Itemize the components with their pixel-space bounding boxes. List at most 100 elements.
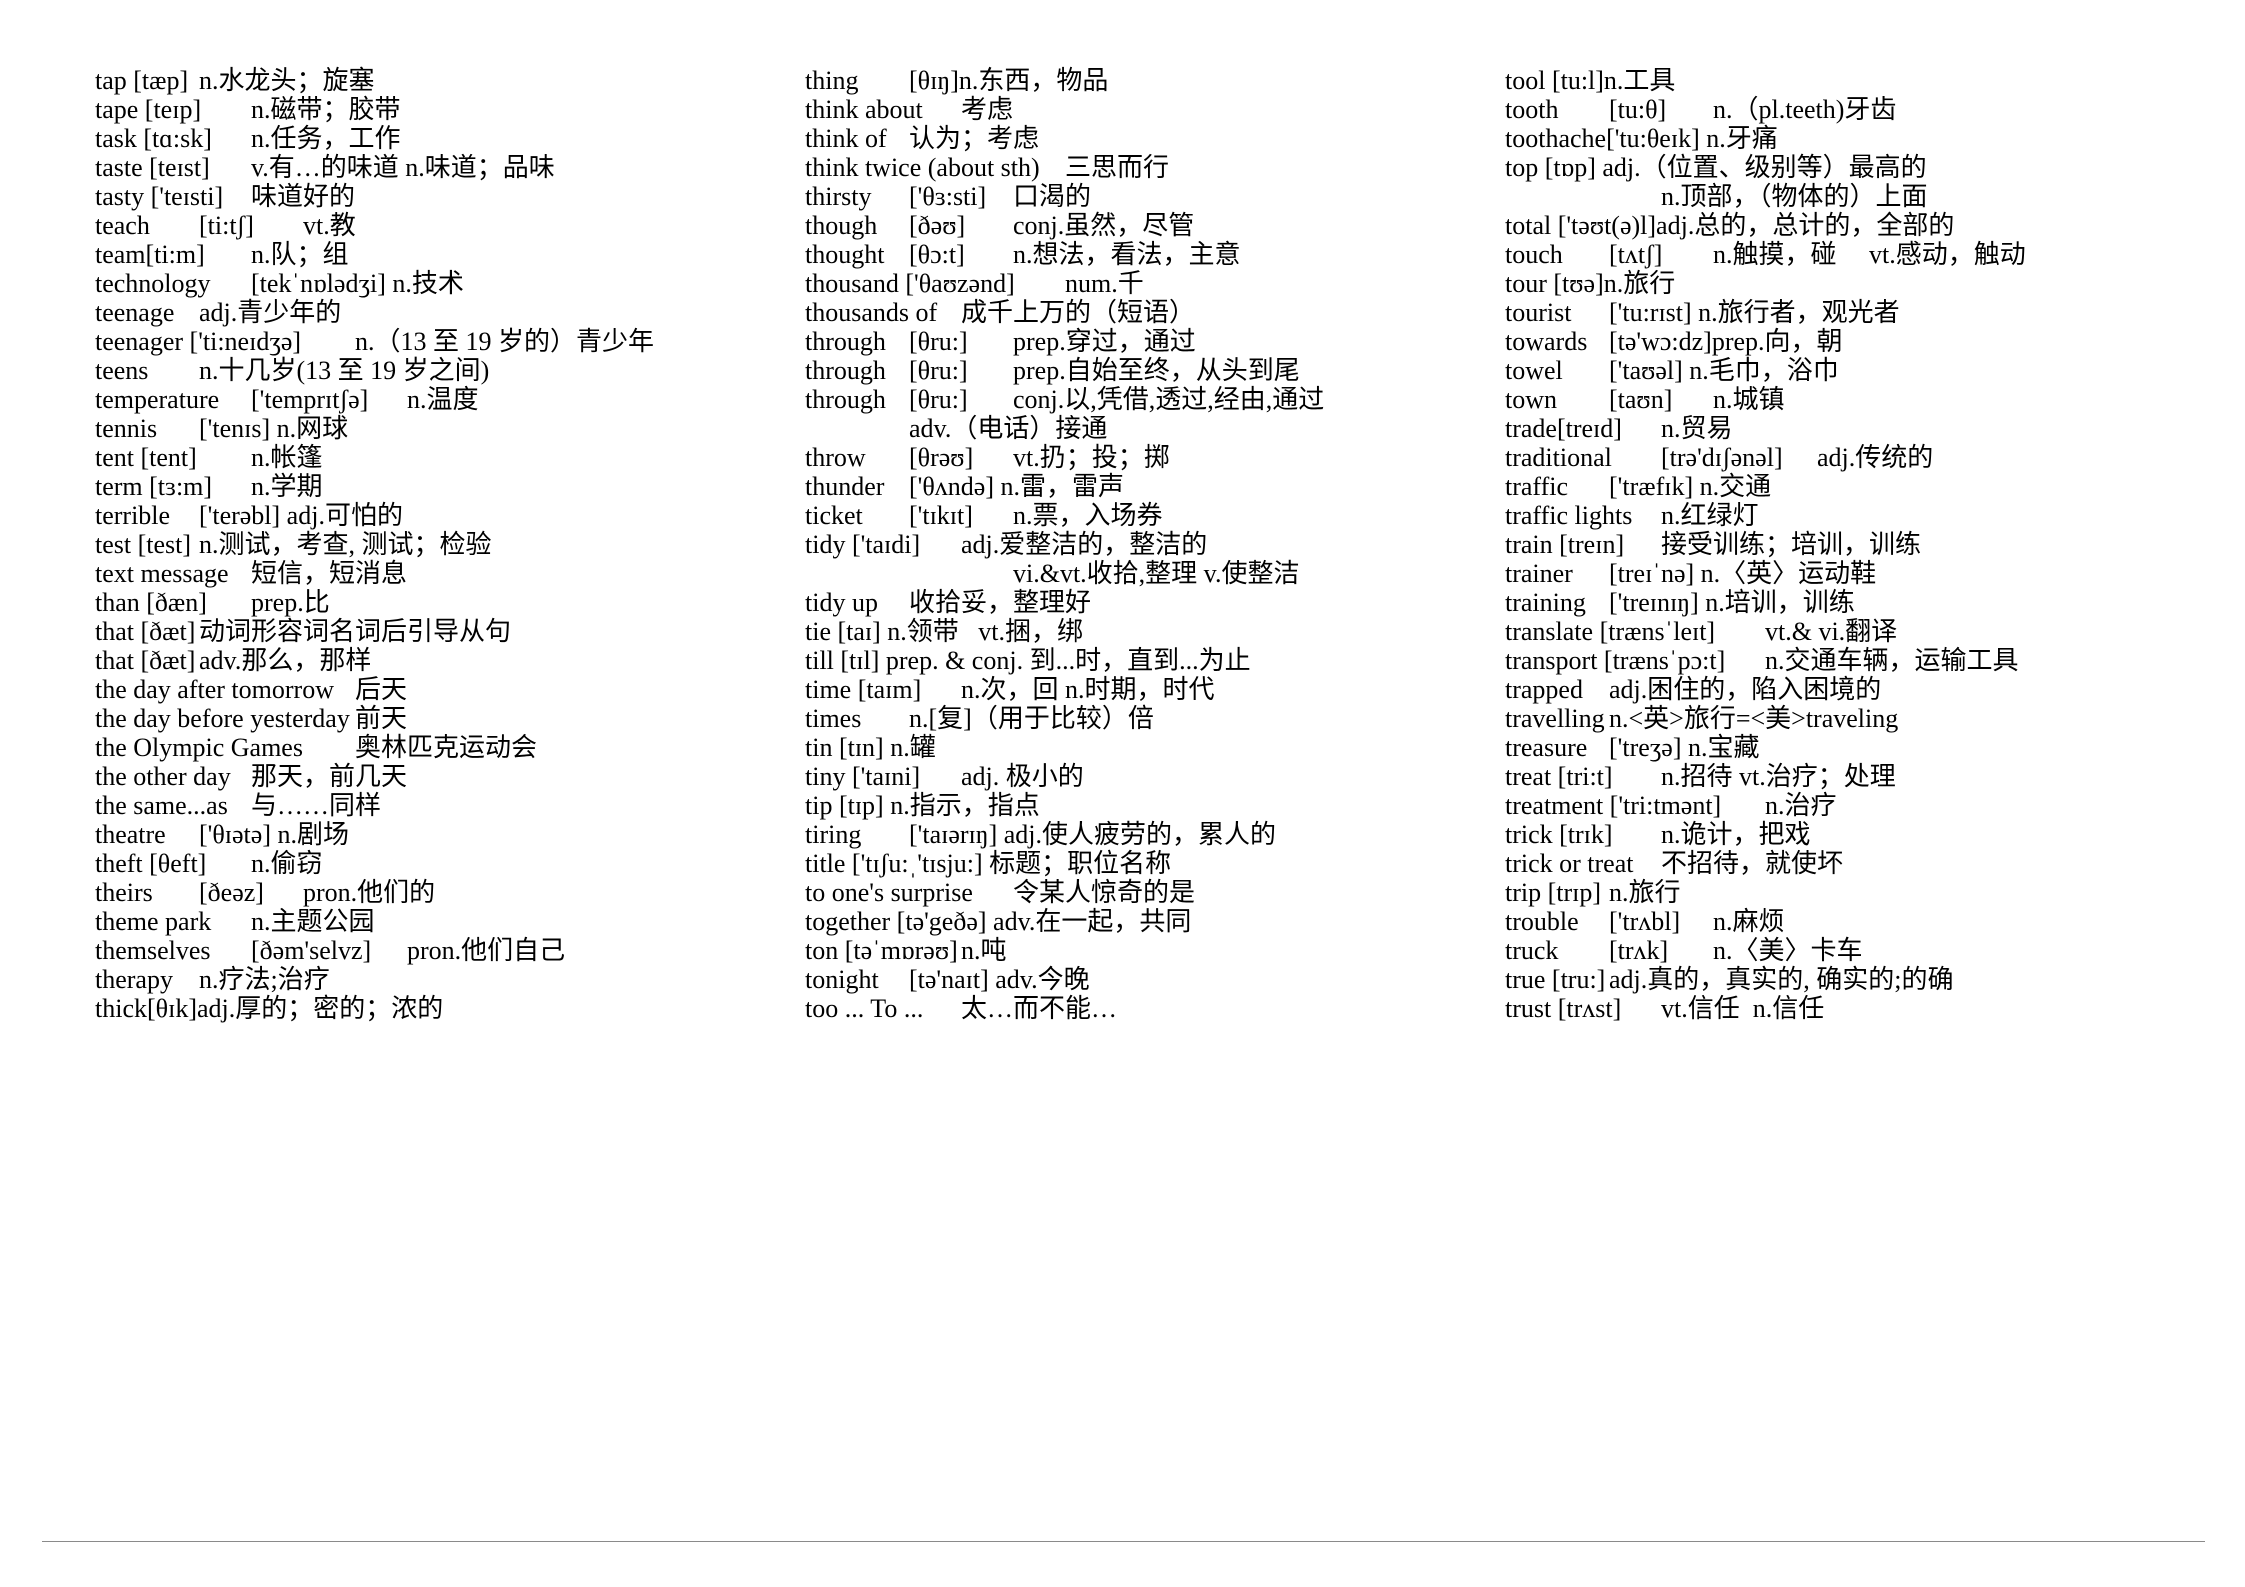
vocab-line: ton [təˈmɒrəʊ] n.吨 xyxy=(805,936,1007,965)
vocab-line: time [taɪm] n.次，回 n.时期，时代 xyxy=(805,675,1215,704)
vocab-line: traffic ['træfɪk] n.交通 xyxy=(1505,472,1772,501)
vocab-line: tie [taɪ] n.领带 vt.捆，绑 xyxy=(805,617,1084,646)
vocab-line: tent [tent] n.帐篷 xyxy=(95,443,323,472)
vocab-line: theft [θeft] n.偷窃 xyxy=(95,849,323,878)
vocab-line: tiny ['taɪni] adj. 极小的 xyxy=(805,762,1084,791)
vocab-line: traffic lights n.红绿灯 xyxy=(1505,501,1759,530)
vocab-line: thunder ['θʌndə] n.雷，雷声 xyxy=(805,472,1124,501)
vocab-line: to one's surprise 令某人惊奇的是 xyxy=(805,878,1196,907)
vocab-line: tin [tɪn] n.罐 xyxy=(805,733,936,762)
vocab-line: thousand ['θaʊzənd] num.千 xyxy=(805,269,1144,298)
vocab-line: total ['təʊt(ə)l]adj.总的，总计的，全部的 xyxy=(1505,211,1955,240)
vocab-line: trick [trɪk] n.诡计，把戏 xyxy=(1505,820,1811,849)
vocab-line: throw [θrəʊ] vt.扔；投；掷 xyxy=(805,443,1170,472)
vocab-line: tour [tʊə]n.旅行 xyxy=(1505,269,1676,298)
vocab-line: train [treɪn] 接受训练；培训，训练 xyxy=(1505,530,1922,559)
vocab-line: text message 短信，短消息 xyxy=(95,559,408,588)
vocab-line: ticket ['tɪkɪt] n.票，入场券 xyxy=(805,501,1163,530)
vocab-line: trouble ['trʌbl] n.麻烦 xyxy=(1505,907,1785,936)
vocab-line: treasure ['treʒə] n.宝藏 xyxy=(1505,733,1760,762)
vocab-column-2: thing [θɪŋ]n.东西，物品 think about 考虑 think of… xyxy=(805,66,1510,1023)
vocab-line: trainer [treɪˈnə] n.〈英〉运动鞋 xyxy=(1505,559,1877,588)
vocab-line: truck [trʌk] n.〈美〉卡车 xyxy=(1505,936,1863,965)
bottom-divider xyxy=(42,1541,2205,1542)
vocab-line: technology [tekˈnɒlədʒi] n.技术 xyxy=(95,269,464,298)
vocab-line: towards [tə'wɔ:dz]prep.向，朝 xyxy=(1505,327,1843,356)
vocab-line: the day after tomorrow 后天 xyxy=(95,675,408,704)
vocab-line: true [tru:] adj.真的，真实的, 确实的;的确 xyxy=(1505,965,1954,994)
vocab-line: through [θru:] prep.穿过，通过 xyxy=(805,327,1196,356)
vocab-line: teenage adj.青少年的 xyxy=(95,298,342,327)
vocab-column-3: tool [tu:l]n.工具 tooth [tu:θ] n.（pl.teeth)… xyxy=(1505,66,2235,1023)
vocab-line: tidy ['taɪdi] adj.爱整洁的，整洁的 xyxy=(805,530,1208,559)
vocab-line: the day before yesterday 前天 xyxy=(95,704,408,733)
vocab-line: though [ðəʊ] conj.虽然，尽管 xyxy=(805,211,1195,240)
vocab-line: the same...as 与……同样 xyxy=(95,791,382,820)
vocab-line: too ... To ... 太…而不能… xyxy=(805,994,1118,1023)
vocab-line: trip [trɪp] n.旅行 xyxy=(1505,878,1681,907)
vocab-line: tape [teɪp] n.磁带；胶带 xyxy=(95,95,401,124)
vocab-line: tap [tæp] n.水龙头；旋塞 xyxy=(95,66,375,95)
vocab-line: touch [tʌtʃ] n.触摸，碰 vt.感动，触动 xyxy=(1505,240,2026,269)
vocab-line: treatment ['tri:tmənt] n.治疗 xyxy=(1505,791,1837,820)
vocab-line: transport [trænsˈpɔ:t] n.交通车辆，运输工具 xyxy=(1505,646,2019,675)
vocab-line: teach [ti:tʃ] vt.教 xyxy=(95,211,356,240)
vocab-line: trapped adj.困住的，陷入困境的 xyxy=(1505,675,1882,704)
vocab-line: town [taʊn] n.城镇 xyxy=(1505,385,1785,414)
vocab-line: through [θru:] prep.自始至终，从头到尾 xyxy=(805,356,1300,385)
vocab-line: trick or treat 不招待，就使坏 xyxy=(1505,849,1844,878)
vocab-line: vi.&vt.收拾,整理 v.使整洁 xyxy=(805,559,1300,588)
vocab-line: tasty ['teɪsti] 味道好的 xyxy=(95,182,356,211)
vocab-line: traditional [trə'dɪʃənəl] adj.传统的 xyxy=(1505,443,1934,472)
vocab-line: taste [teɪst] v.有…的味道 n.味道；品味 xyxy=(95,153,555,182)
vocab-line: that [ðæt] 动词形容词名词后引导从句 xyxy=(95,617,512,646)
vocab-line: together [tə'geðə] adv.在一起，共同 xyxy=(805,907,1192,936)
vocab-line: task [tɑ:sk] n.任务，工作 xyxy=(95,124,401,153)
vocab-line: term [tɜ:m] n.学期 xyxy=(95,472,323,501)
vocab-line: thought [θɔ:t] n.想法，看法，主意 xyxy=(805,240,1241,269)
vocab-line: treat [tri:t] n.招待 vt.治疗；处理 xyxy=(1505,762,1896,791)
vocab-line: towel ['taʊəl] n.毛巾，浴巾 xyxy=(1505,356,1839,385)
vocab-line: training ['treɪnɪŋ] n.培训，训练 xyxy=(1505,588,1855,617)
vocab-line: tennis ['tenɪs] n.网球 xyxy=(95,414,349,443)
vocab-line: translate [trænsˈleɪt] vt.& vi.翻译 xyxy=(1505,617,1898,646)
vocab-line: toothache['tu:θeɪk] n.牙痛 xyxy=(1505,124,1778,153)
vocab-line: adv.（电话）接通 xyxy=(805,414,1108,443)
vocab-line: think twice (about sth) 三思而行 xyxy=(805,153,1170,182)
vocab-line: thing [θɪŋ]n.东西，物品 xyxy=(805,66,1109,95)
vocab-line: theatre ['θɪətə] n.剧场 xyxy=(95,820,349,849)
vocab-line: the other day 那天，前几天 xyxy=(95,762,408,791)
vocab-line: themselves [ðəm'selvz] pron.他们自己 xyxy=(95,936,566,965)
vocab-line: theirs [ðeəz] pron.他们的 xyxy=(95,878,436,907)
vocab-line: trade[treɪd] n.贸易 xyxy=(1505,414,1733,443)
vocab-line: think of 认为；考虑 xyxy=(805,124,1040,153)
vocab-line: through [θru:] conj.以,凭借,透过,经由,通过 xyxy=(805,385,1325,414)
vocab-line: than [ðæn] prep.比 xyxy=(95,588,330,617)
vocab-line: top [tɒp] adj.（位置、级别等）最高的 xyxy=(1505,153,1927,182)
vocab-line: travelling n.<英>旅行=<美>traveling xyxy=(1505,704,1899,733)
vocab-line: tonight [tə'naɪt] adv.今晚 xyxy=(805,965,1090,994)
vocab-line: tip [tɪp] n.指示，指点 xyxy=(805,791,1040,820)
vocab-line: thick[θɪk]adj.厚的；密的；浓的 xyxy=(95,994,444,1023)
vocab-line: that [ðæt] adv.那么，那样 xyxy=(95,646,372,675)
vocab-line: title ['tɪʃu:ˌ'tɪsju:] 标题；职位名称 xyxy=(805,849,1172,878)
vocab-line: think about 考虑 xyxy=(805,95,1014,124)
vocab-line: thirsty ['θɜ:sti] 口渴的 xyxy=(805,182,1092,211)
vocab-line: n.顶部，（物体的）上面 xyxy=(1505,182,1928,211)
vocab-line: tiring ['taɪərɪŋ] adj.使人疲劳的，累人的 xyxy=(805,820,1277,849)
vocab-column-1: tap [tæp] n.水龙头；旋塞 tape [teɪp] n.磁带；胶带 tas… xyxy=(95,66,810,1023)
vocab-line: till [tɪl] prep. & conj. 到...时，直到...为止 xyxy=(805,646,1251,675)
vocab-line: tool [tu:l]n.工具 xyxy=(1505,66,1676,95)
vocab-line: therapy n.疗法;治疗 xyxy=(95,965,330,994)
vocab-line: thousands of 成千上万的（短语） xyxy=(805,298,1196,327)
vocab-line: test [test] n.测试，考查, 测试；检验 xyxy=(95,530,492,559)
vocab-line: tooth [tu:θ] n.（pl.teeth)牙齿 xyxy=(1505,95,1897,124)
vocab-line: tidy up 收拾妥，整理好 xyxy=(805,588,1092,617)
vocab-line: theme park n.主题公园 xyxy=(95,907,375,936)
vocab-line: team[ti:m] n.队；组 xyxy=(95,240,349,269)
vocab-line: trust [trʌst] vt.信任 n.信任 xyxy=(1505,994,1825,1023)
vocab-line: times n.[复]（用于比较）倍 xyxy=(805,704,1154,733)
vocab-line: teenager ['ti:neɪdʒə] n.（13 至 19 岁的）青少年 xyxy=(95,327,655,356)
vocab-line: temperature ['temprɪtʃə] n.温度 xyxy=(95,385,479,414)
